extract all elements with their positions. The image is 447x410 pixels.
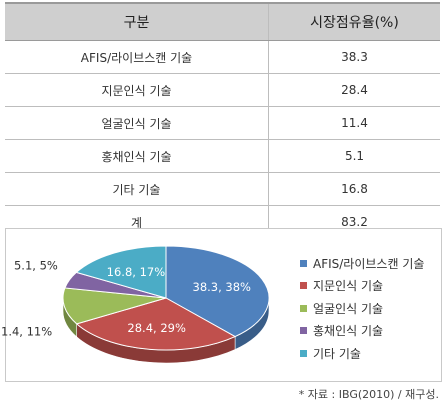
row-share: 38.3 [268, 40, 440, 74]
table-row: 얼굴인식 기술 11.4 [5, 106, 440, 140]
market-share-table: 구분 시장점유율(%) AFIS/라이브스캔 기술 38.3 지문인식 기술 2… [5, 2, 440, 240]
legend-label: AFIS/라이브스캔 기술 [313, 256, 425, 271]
row-share: 16.8 [268, 172, 440, 206]
table-header-row: 구분 시장점유율(%) [5, 2, 440, 41]
table-row: AFIS/라이브스캔 기술 38.3 [5, 40, 440, 74]
legend-item: 얼굴인식 기술 [300, 297, 424, 320]
legend-label: 지문인식 기술 [313, 279, 384, 294]
header-share: 시장점유율(%) [268, 2, 440, 41]
legend-swatch [300, 327, 307, 335]
row-category: 얼굴인식 기술 [5, 106, 269, 140]
pie-slice [165, 245, 270, 338]
legend-item: 홍채인식 기술 [300, 320, 424, 343]
chart-legend: AFIS/라이브스캔 기술 지문인식 기술 얼굴인식 기술 홍채인식 기술 기타… [300, 252, 424, 365]
table-row: 지문인식 기술 28.4 [5, 73, 440, 107]
row-category: 홍채인식 기술 [5, 139, 269, 173]
header-category: 구분 [5, 2, 269, 41]
pie-data-label: 28.4, 29% [127, 321, 186, 335]
pie-data-label: 5.1, 5% [14, 258, 58, 272]
legend-item: 지문인식 기술 [300, 275, 424, 298]
table-row: 홍채인식 기술 5.1 [5, 139, 440, 173]
legend-swatch [300, 259, 307, 267]
legend-swatch [300, 282, 307, 290]
row-category: 지문인식 기술 [5, 73, 269, 107]
legend-label: 홍채인식 기술 [313, 324, 384, 339]
table-row: 기타 기술 16.8 [5, 172, 440, 206]
pie-slice [75, 245, 167, 299]
row-category: 기타 기술 [5, 172, 269, 206]
row-share: 28.4 [268, 73, 440, 107]
pie-slice [75, 297, 237, 351]
source-note: * 자료 : IBG(2010) / 재구성. [298, 388, 439, 401]
row-share: 5.1 [268, 139, 440, 173]
legend-item: AFIS/라이브스캔 기술 [300, 252, 424, 275]
row-category: AFIS/라이브스캔 기술 [5, 40, 269, 74]
legend-label: 기타 기술 [313, 346, 361, 361]
legend-item: 기타 기술 [300, 342, 424, 365]
pie-data-label: 38.3, 38% [193, 280, 252, 294]
pie-data-label: 16.8, 17% [107, 265, 166, 279]
legend-swatch [300, 349, 307, 357]
pie-slice [62, 287, 167, 325]
pie-data-label: 11.4, 11% [0, 325, 52, 339]
legend-swatch [300, 304, 307, 312]
row-share: 11.4 [268, 106, 440, 140]
legend-label: 얼굴인식 기술 [313, 301, 384, 316]
